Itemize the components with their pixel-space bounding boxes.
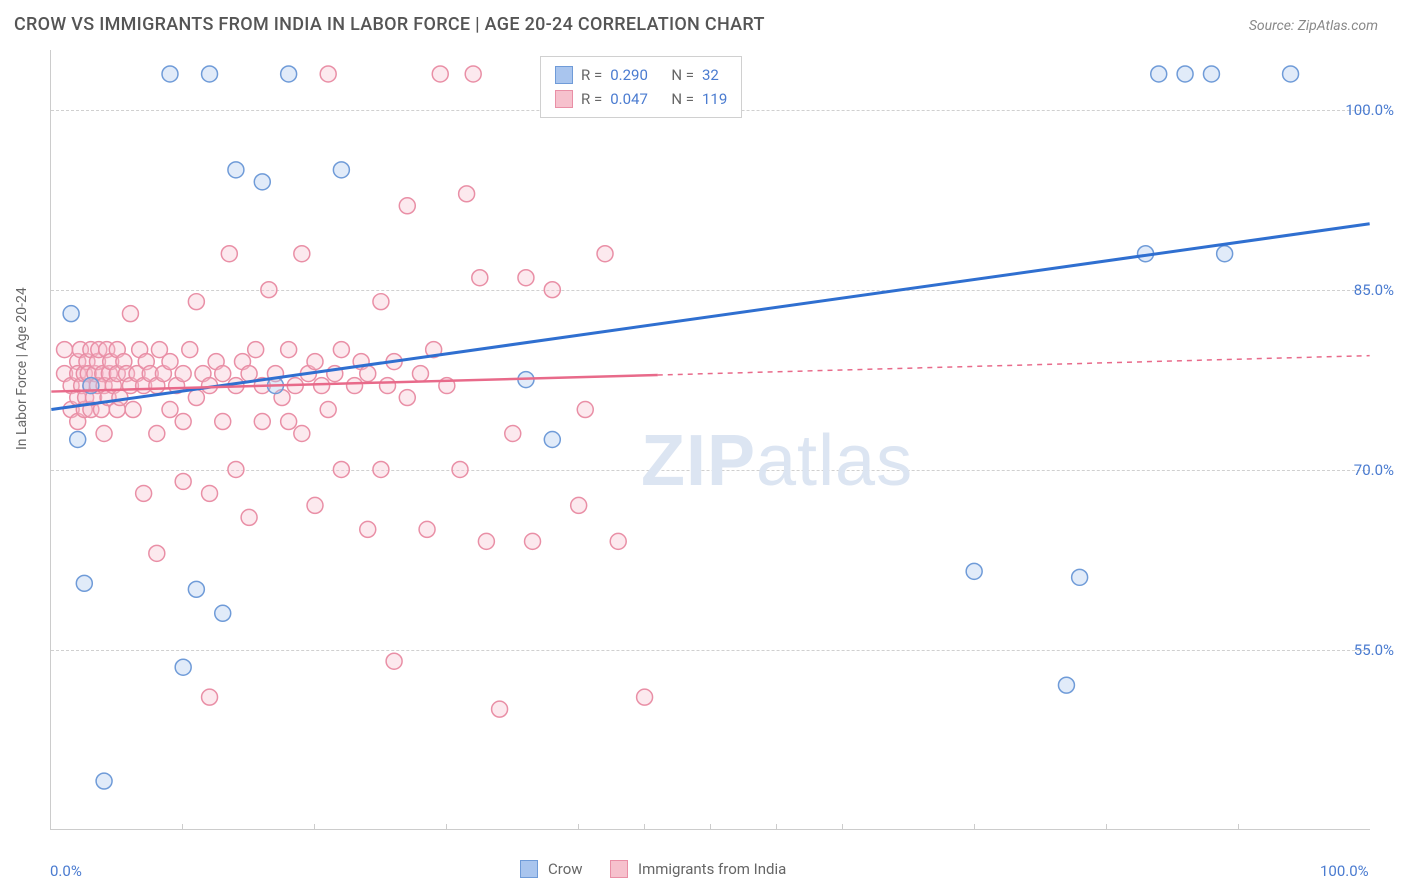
legend-row-crow: R = 0.290 N = 32: [555, 63, 727, 87]
y-tick-label: 55.0%: [1354, 641, 1394, 659]
chart-container: CROW VS IMMIGRANTS FROM INDIA IN LABOR F…: [0, 0, 1406, 892]
n-label: N =: [671, 63, 694, 87]
x-tick-label: 100.0%: [1320, 862, 1369, 880]
y-tick-label: 100.0%: [1345, 101, 1394, 119]
scatter-plot: [51, 50, 1370, 829]
india-swatch: [610, 860, 628, 878]
r-label: R =: [581, 63, 602, 87]
n-label: N =: [671, 87, 694, 111]
y-tick-label: 85.0%: [1354, 281, 1394, 299]
crow-n-value: 32: [702, 63, 719, 87]
crow-swatch: [555, 66, 573, 84]
y-tick-label: 70.0%: [1354, 461, 1394, 479]
india-swatch: [555, 90, 573, 108]
chart-title: CROW VS IMMIGRANTS FROM INDIA IN LABOR F…: [14, 14, 765, 35]
series-legend: Crow Immigrants from India: [520, 860, 786, 878]
india-n-value: 119: [702, 87, 727, 111]
source-label: Source: ZipAtlas.com: [1249, 18, 1378, 34]
x-tick-label: 0.0%: [50, 862, 82, 880]
crow-swatch: [520, 860, 538, 878]
plot-area: ZIPatlas: [50, 50, 1370, 830]
india-r-value: 0.047: [610, 87, 648, 111]
r-label: R =: [581, 87, 602, 111]
y-axis-label: In Labor Force | Age 20-24: [14, 287, 30, 450]
crow-legend-label: Crow: [548, 860, 583, 878]
watermark: ZIPatlas: [641, 420, 913, 502]
crow-r-value: 0.290: [610, 63, 648, 87]
india-legend-label: Immigrants from India: [638, 860, 786, 878]
legend-row-india: R = 0.047 N = 119: [555, 87, 727, 111]
correlation-legend: R = 0.290 N = 32 R = 0.047 N = 119: [540, 56, 742, 118]
